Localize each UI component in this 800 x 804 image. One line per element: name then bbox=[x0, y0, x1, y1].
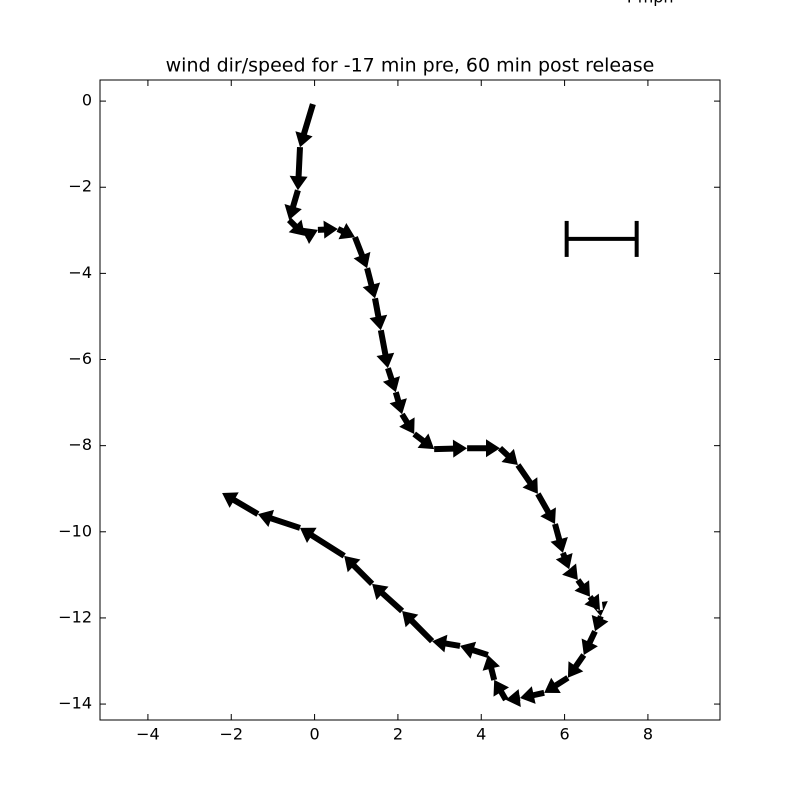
y-tick-label: −14 bbox=[58, 694, 92, 713]
y-tick-label: 0 bbox=[82, 91, 92, 110]
wind-arrow bbox=[376, 329, 395, 369]
x-tick-label: 0 bbox=[309, 725, 319, 744]
wind-arrow bbox=[222, 492, 260, 517]
y-tick-label: −6 bbox=[68, 349, 92, 368]
x-tick-label: 2 bbox=[393, 725, 403, 744]
wind-arrow bbox=[544, 675, 570, 693]
x-tick-label: −4 bbox=[136, 725, 160, 744]
wind-arrow bbox=[301, 227, 318, 244]
wind-arrow bbox=[336, 223, 355, 240]
wind-arrow bbox=[434, 439, 468, 458]
wind-arrow bbox=[369, 297, 388, 331]
wind-arrow bbox=[590, 601, 608, 617]
wind-arrow bbox=[300, 527, 346, 559]
wind-arrow bbox=[412, 431, 435, 450]
wind-arrow bbox=[591, 615, 609, 632]
y-tick-label: −4 bbox=[68, 263, 92, 282]
wind-arrow bbox=[482, 655, 500, 681]
x-tick-label: 4 bbox=[476, 725, 486, 744]
wind-arrow bbox=[567, 653, 587, 678]
wind-arrow bbox=[317, 220, 338, 239]
wind-arrow bbox=[352, 236, 371, 269]
wind-arrow bbox=[382, 367, 400, 393]
wind-arrow bbox=[284, 189, 302, 220]
wind-arrow bbox=[505, 689, 521, 707]
chart-title: wind dir/speed for -17 min pre, 60 min p… bbox=[166, 55, 655, 77]
x-tick-label: −2 bbox=[219, 725, 243, 744]
wind-arrow bbox=[399, 412, 415, 434]
y-tick-label: −10 bbox=[58, 521, 92, 540]
x-tick-label: 8 bbox=[643, 725, 653, 744]
wind-arrow bbox=[467, 439, 500, 458]
wind-arrow bbox=[432, 634, 461, 653]
wind-arrow bbox=[402, 611, 435, 644]
wind-arrow bbox=[287, 217, 305, 236]
wind-arrow bbox=[295, 103, 316, 148]
wind-arrow bbox=[362, 267, 381, 299]
plot-frame bbox=[99, 79, 721, 721]
wind-arrow bbox=[555, 551, 573, 570]
wind-arrow bbox=[257, 509, 301, 531]
wind-arrow bbox=[460, 641, 489, 659]
wind-arrow bbox=[515, 463, 538, 494]
wind-arrow bbox=[574, 578, 590, 597]
wind-arrow bbox=[562, 563, 578, 580]
wind-arrow bbox=[520, 686, 545, 704]
y-tick-label: −2 bbox=[68, 177, 92, 196]
y-tick-label: −8 bbox=[68, 435, 92, 454]
wind-arrow bbox=[389, 391, 407, 415]
wind-arrow bbox=[289, 147, 308, 191]
wind-arrow bbox=[581, 630, 598, 655]
wind-arrow bbox=[372, 583, 405, 614]
wind-arrow bbox=[344, 555, 375, 586]
wind-arrow bbox=[550, 523, 568, 553]
wind-arrow bbox=[493, 679, 509, 702]
wind-arrow bbox=[535, 492, 556, 524]
x-tick-label: 6 bbox=[559, 725, 569, 744]
scale-bar-label: 4 mph bbox=[622, 0, 673, 7]
y-tick-label: −12 bbox=[58, 607, 92, 626]
wind-arrow bbox=[497, 446, 518, 465]
